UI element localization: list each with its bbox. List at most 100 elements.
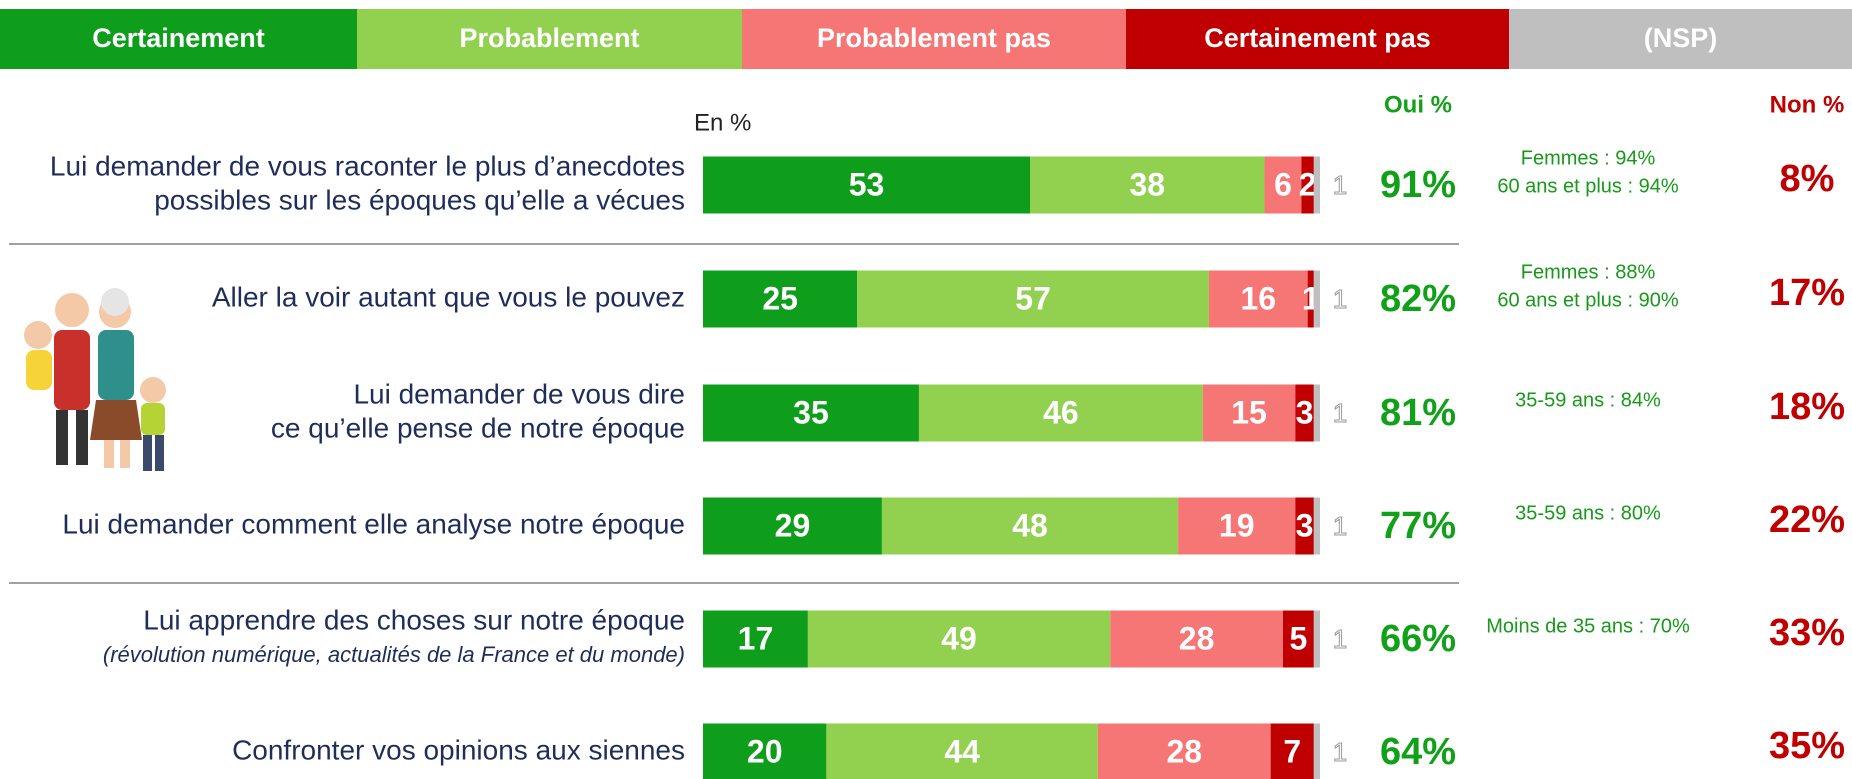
note: 35-59 ans : 80%	[1515, 502, 1661, 524]
category-label: Lui demander de vous dire	[353, 378, 685, 409]
oui-value: 77%	[1380, 505, 1456, 547]
nsp-value-label: 1	[1333, 398, 1347, 428]
bar-value-label: 2	[1299, 166, 1317, 202]
bar-segment	[857, 270, 1209, 328]
bar-segment	[1313, 156, 1320, 214]
bar-segment	[1313, 610, 1320, 668]
bar-value-label: 7	[1283, 733, 1301, 769]
oui-value: 91%	[1380, 164, 1456, 206]
bar-value-label: 49	[941, 620, 977, 656]
category-label: Lui demander comment elle analyse notre …	[62, 508, 685, 539]
bar-segment	[1030, 156, 1265, 214]
bar-segment	[1295, 384, 1314, 442]
bar-segment	[1295, 497, 1314, 555]
bar-segment	[1307, 270, 1314, 328]
bar-value-label: 3	[1296, 507, 1314, 543]
non-value: 18%	[1769, 386, 1845, 428]
illustration	[24, 288, 166, 471]
legend-label: Certainement	[92, 23, 265, 53]
oui-value: 82%	[1380, 278, 1456, 320]
bar-value-label: 25	[762, 280, 798, 316]
nsp-value-label: 1	[1333, 284, 1347, 314]
bar-value-label: 38	[1129, 166, 1165, 202]
legend-label: Probablement pas	[817, 23, 1051, 53]
bar-segment	[826, 723, 1098, 779]
bar-value-label: 5	[1290, 620, 1308, 656]
bar-segment	[1110, 610, 1283, 668]
non-value: 22%	[1769, 499, 1845, 541]
bar-segment	[1202, 384, 1296, 442]
non-value: 17%	[1769, 272, 1845, 314]
nsp-value-label: 1	[1333, 737, 1347, 767]
bar-segment	[1313, 270, 1320, 328]
note: 60 ans et plus : 90%	[1497, 289, 1678, 311]
note: Femmes : 88%	[1521, 261, 1656, 283]
oui-value: 81%	[1380, 392, 1456, 434]
category-label: Confronter vos opinions aux siennes	[232, 734, 685, 765]
category-label: Aller la voir autant que vous le pouvez	[212, 281, 685, 312]
legend-swatch	[357, 9, 742, 69]
bar-value-label: 29	[775, 507, 811, 543]
bar-segment	[703, 384, 919, 442]
bar-segment	[1313, 384, 1320, 442]
bar-value-label: 19	[1219, 507, 1255, 543]
bar-value-label: 46	[1043, 394, 1079, 430]
legend-swatch	[0, 9, 357, 69]
bar-segment	[807, 610, 1111, 668]
bar-segment	[1313, 497, 1320, 555]
category-label: possibles sur les époques qu’elle a vécu…	[154, 184, 685, 215]
legend-swatch	[1126, 9, 1509, 69]
bar-segment	[703, 497, 882, 555]
bar-value-label: 57	[1015, 280, 1051, 316]
bar-segment	[1282, 610, 1314, 668]
note: 35-59 ans : 84%	[1515, 389, 1661, 411]
legend-label: Certainement pas	[1204, 23, 1431, 53]
non-value: 33%	[1769, 612, 1845, 654]
legend-label: Probablement	[459, 23, 639, 53]
bar-value-label: 15	[1231, 394, 1267, 430]
bar-segment	[1178, 497, 1296, 555]
bar-segment	[918, 384, 1203, 442]
bar-value-label: 53	[849, 166, 885, 202]
bar-segment	[703, 270, 858, 328]
oui-value: 64%	[1380, 731, 1456, 773]
non-value: 8%	[1780, 158, 1835, 200]
legend-label: (NSP)	[1644, 23, 1718, 53]
oui-header: Oui %	[1384, 91, 1452, 118]
nsp-value-label: 1	[1333, 511, 1347, 541]
bar-value-label: 48	[1012, 507, 1048, 543]
bar-segment	[1301, 156, 1314, 214]
unit-note: En %	[694, 109, 751, 136]
bar-value-label: 6	[1274, 166, 1292, 202]
category-label: Lui apprendre des choses sur notre époqu…	[143, 604, 685, 635]
bar-segment	[1208, 270, 1308, 328]
non-header: Non %	[1770, 91, 1845, 118]
note: Femmes : 94%	[1521, 147, 1656, 169]
nsp-value-label: 1	[1333, 170, 1347, 200]
bar-value-label: 3	[1296, 394, 1314, 430]
bar-segment	[881, 497, 1179, 555]
bar-segment	[1270, 723, 1314, 779]
bar-segment	[1313, 723, 1320, 779]
bar-segment	[1097, 723, 1271, 779]
nsp-value-label: 1	[1333, 624, 1347, 654]
note: 60 ans et plus : 94%	[1497, 175, 1678, 197]
bar-value-label: 20	[747, 733, 783, 769]
category-label: Lui demander de vous raconter le plus d’…	[50, 150, 685, 181]
bar-value-label: 28	[1179, 620, 1215, 656]
bar-value-label: 44	[944, 733, 980, 769]
bar-value-label: 17	[738, 620, 774, 656]
bar-segment	[1264, 156, 1302, 214]
bar-segment	[703, 610, 808, 668]
bar-segment	[703, 723, 827, 779]
bar-value-label: 16	[1241, 280, 1277, 316]
non-value: 35%	[1769, 725, 1845, 767]
legend-swatch	[1509, 9, 1852, 69]
legend-swatch	[742, 9, 1126, 69]
bar-value-label: 28	[1166, 733, 1202, 769]
category-detail: (révolution numérique, actualités de la …	[103, 642, 685, 667]
bar-value-label: 35	[793, 394, 829, 430]
oui-value: 66%	[1380, 618, 1456, 660]
category-label: ce qu’elle pense de notre époque	[271, 412, 685, 443]
